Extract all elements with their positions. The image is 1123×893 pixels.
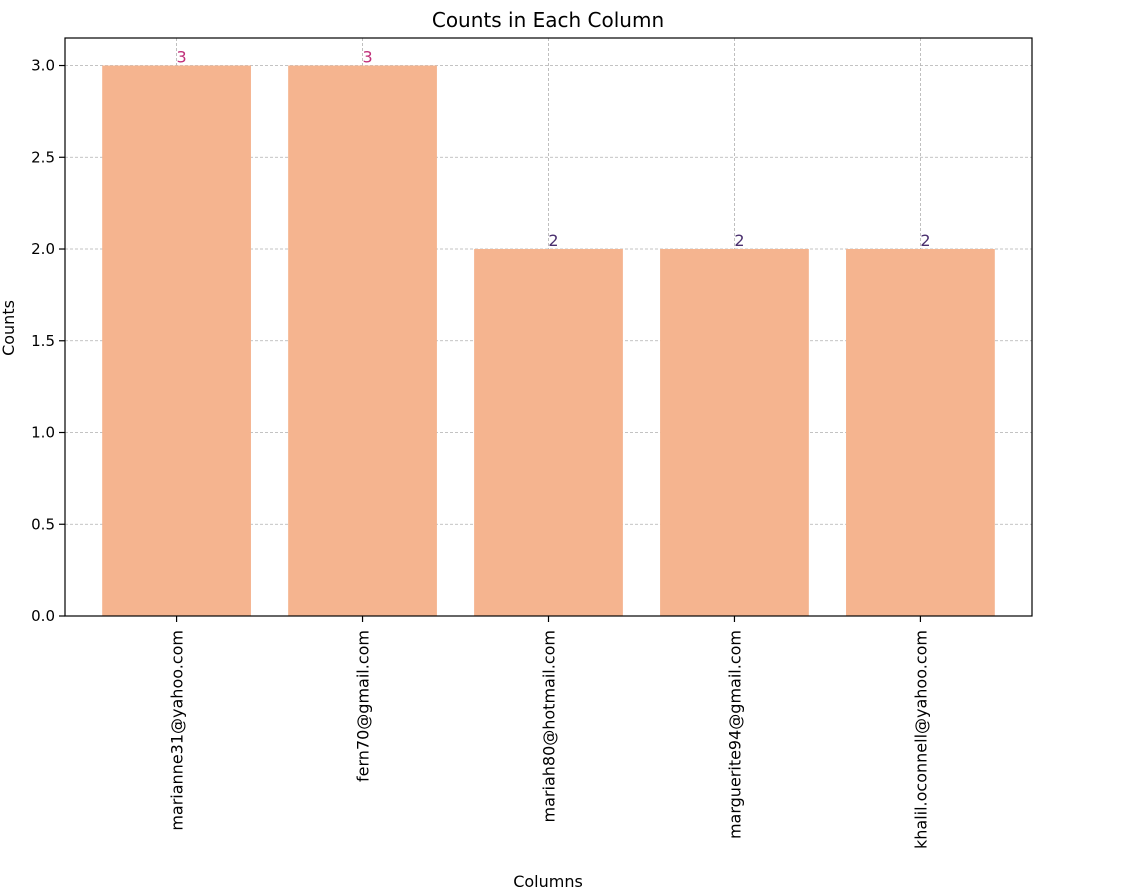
data-labels: 3 3 2 2 2 <box>176 48 930 250</box>
y-tick-label: 3.0 <box>31 57 55 75</box>
x-tick-label: marguerite94@gmail.com <box>725 630 744 839</box>
y-tick-label: 2.0 <box>31 240 55 258</box>
x-axis-label: Columns <box>513 872 583 891</box>
x-axis-ticks: marianne31@yahoo.com fern70@gmail.com mari… <box>168 616 930 849</box>
bar <box>288 65 437 617</box>
y-axis-ticks: 0.0 0.5 1.0 1.5 2.0 2.5 3.0 <box>31 57 65 625</box>
bar <box>474 249 623 616</box>
y-tick-label: 0.5 <box>31 515 55 533</box>
x-tick-label: marianne31@yahoo.com <box>168 630 187 831</box>
chart-title: Counts in Each Column <box>432 8 664 32</box>
bars <box>102 65 995 617</box>
y-tick-label: 1.5 <box>31 332 55 350</box>
data-label: 3 <box>176 48 186 67</box>
y-tick-label: 1.0 <box>31 424 55 442</box>
data-label: 2 <box>548 231 558 250</box>
y-tick-label: 0.0 <box>31 607 55 625</box>
y-tick-label: 2.5 <box>31 148 55 166</box>
x-tick-label: khalil.oconnell@yahoo.com <box>911 630 930 849</box>
x-tick-label: fern70@gmail.com <box>354 630 373 782</box>
x-tick-label: mariah80@hotmail.com <box>540 630 559 822</box>
y-axis-label: Counts <box>0 300 18 356</box>
data-label: 3 <box>362 48 372 67</box>
data-label: 2 <box>734 231 744 250</box>
bar <box>846 249 995 616</box>
data-label: 2 <box>920 231 930 250</box>
bar <box>102 65 251 617</box>
bar <box>660 249 809 616</box>
